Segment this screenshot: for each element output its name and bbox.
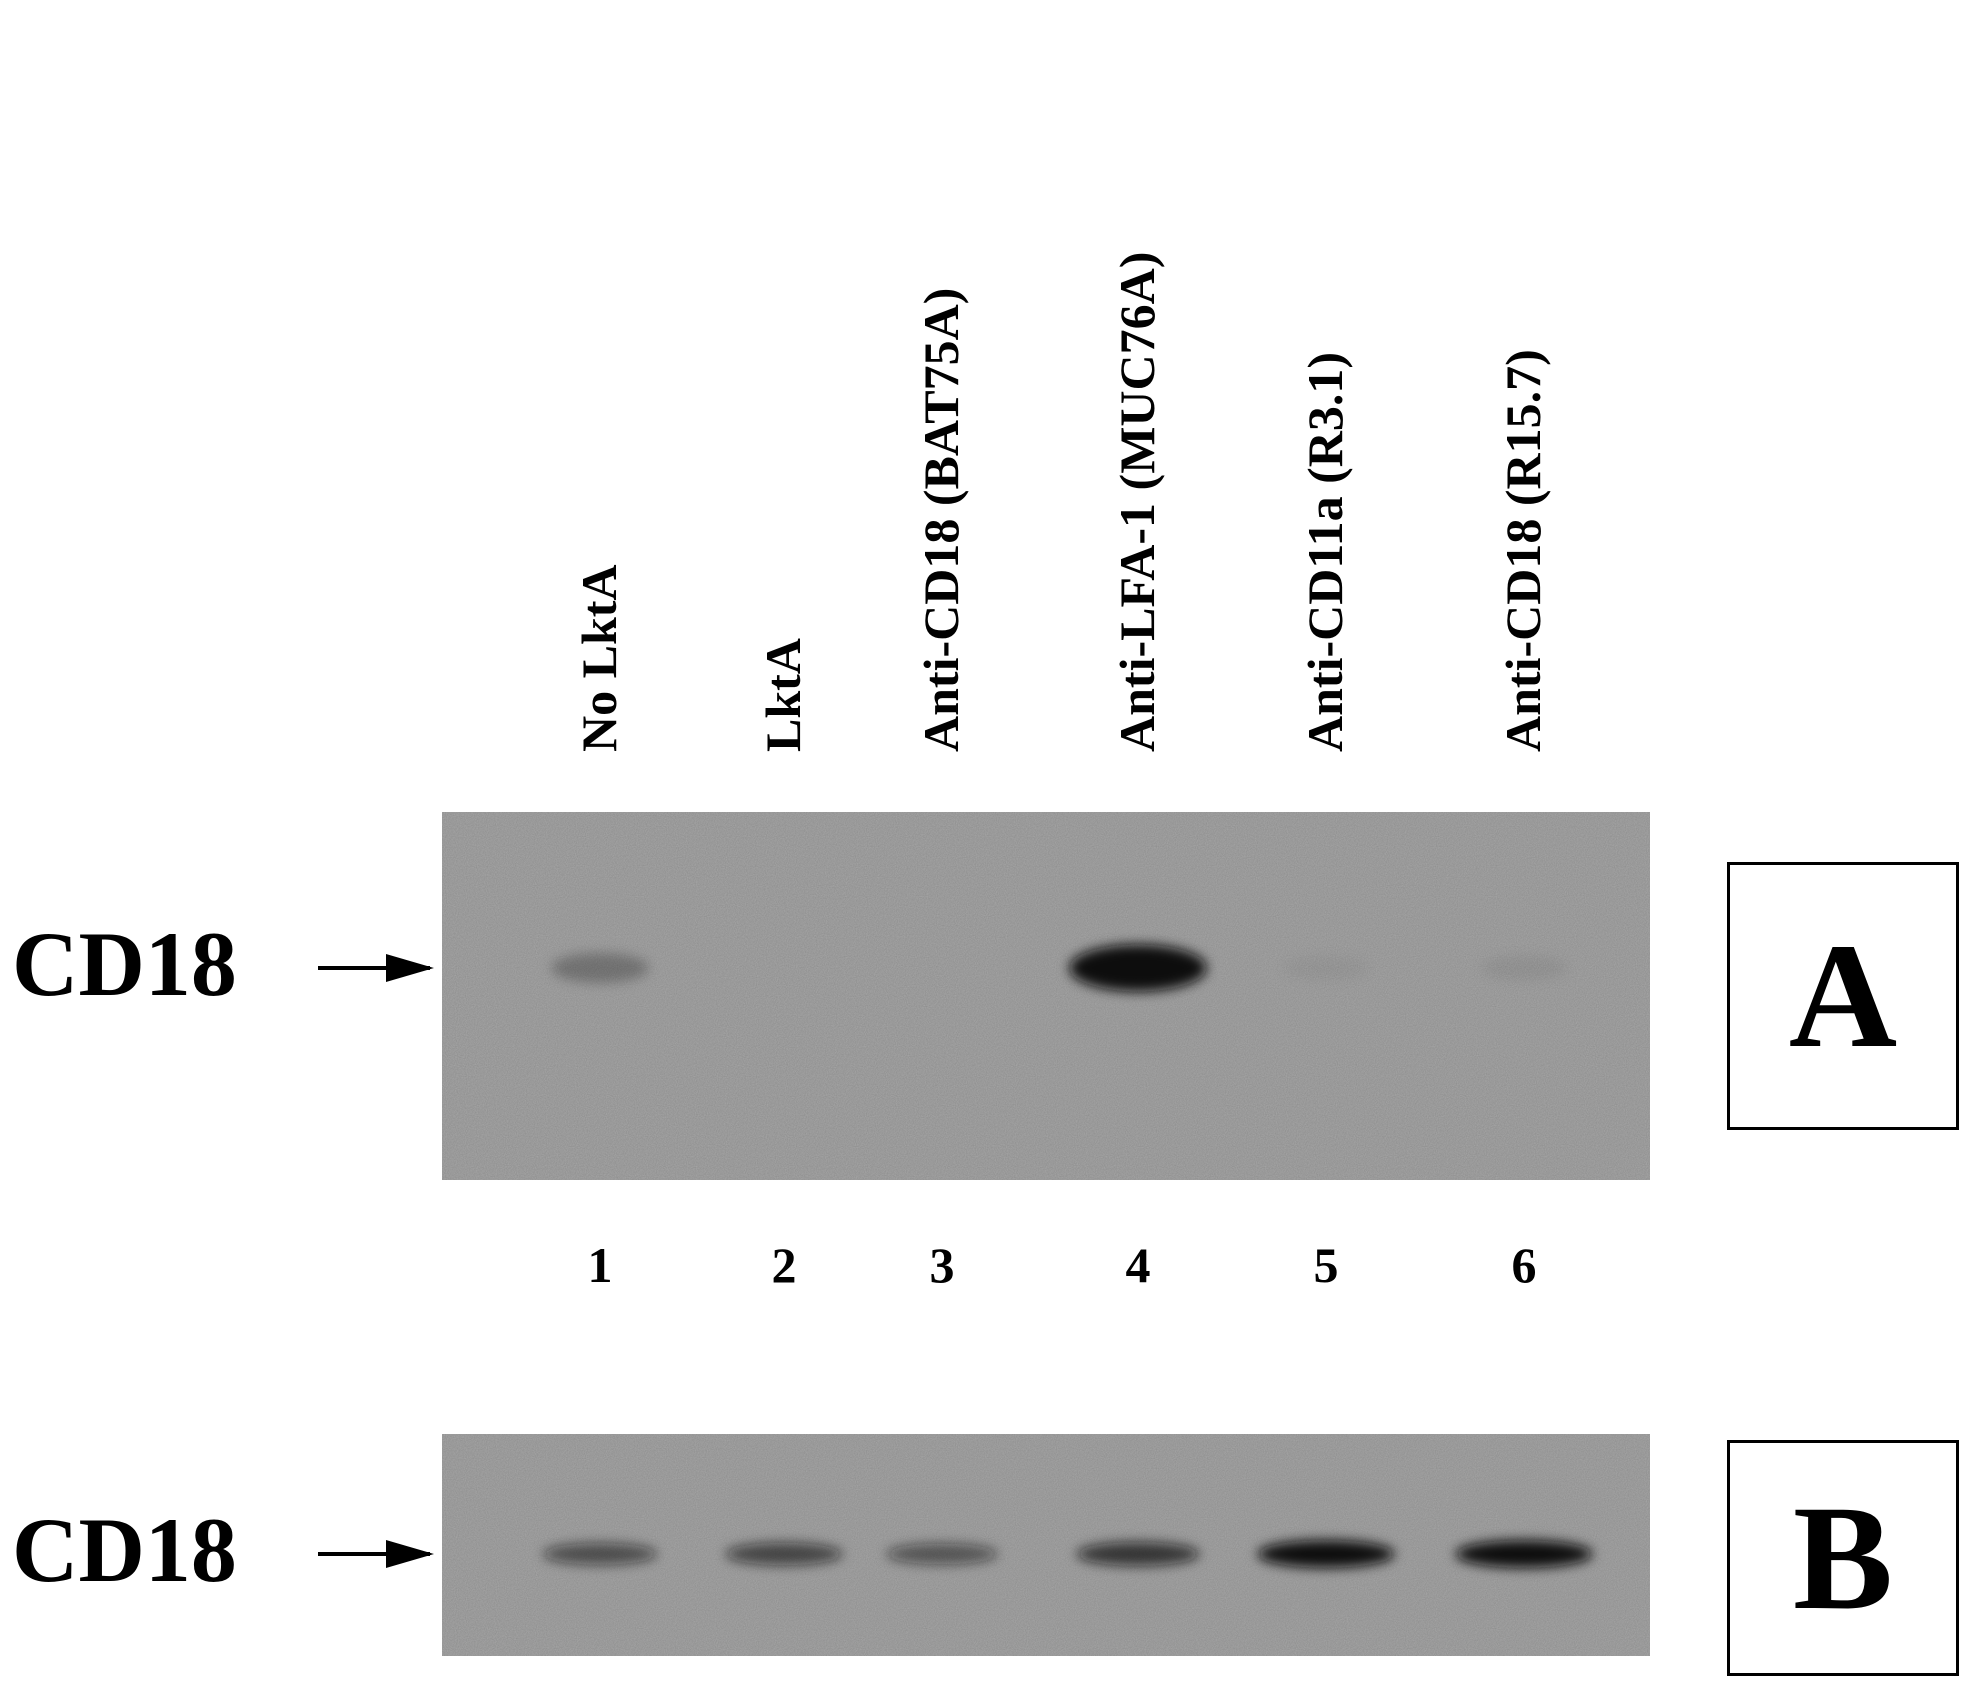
blot-b-band-lane-6 (1455, 1540, 1592, 1567)
blot-a-band-lane-1 (551, 953, 649, 983)
marker-label-b: CD18 (12, 1504, 237, 1596)
panel-letter-a: A (1730, 921, 1956, 1071)
lane-number-1: 1 (588, 1240, 613, 1290)
arrow-a-icon (318, 966, 430, 970)
blot-b-band-lane-4 (1076, 1542, 1199, 1566)
panel-box-a: A (1727, 862, 1959, 1130)
lane-number-6: 6 (1512, 1240, 1537, 1290)
blot-b-band-lane-5 (1257, 1540, 1394, 1567)
blot-b-band-lane-2 (725, 1543, 843, 1565)
lane-label-6: Anti-CD18 (R15.7) (1498, 349, 1548, 752)
lane-label-5: Anti-CD11a (R3.1) (1300, 352, 1350, 752)
lane-number-4: 4 (1126, 1240, 1151, 1290)
blot-b-band-lane-3 (886, 1544, 998, 1565)
lane-label-3: Anti-CD18 (BAT75A) (916, 288, 966, 752)
blot-a-band-lane-4 (1069, 945, 1206, 992)
lane-label-2: LktA (758, 638, 808, 752)
lane-number-3: 3 (930, 1240, 955, 1290)
lane-number-2: 2 (772, 1240, 797, 1290)
lane-label-1: No LktA (574, 564, 624, 752)
lane-label-4: Anti-LFA-1 (MUC76A) (1112, 252, 1162, 752)
blot-panel-a (442, 812, 1650, 1180)
blot-a-band-lane-5 (1283, 956, 1369, 981)
blot-panel-b (442, 1434, 1650, 1656)
blot-b-band-lane-1 (543, 1543, 658, 1565)
arrow-b-icon (318, 1552, 430, 1556)
panel-box-b: B (1727, 1440, 1959, 1676)
blot-a-band-lane-6 (1480, 955, 1567, 980)
blot-a-grain (442, 812, 1650, 1180)
panel-letter-b: B (1730, 1483, 1956, 1633)
lane-number-5: 5 (1314, 1240, 1339, 1290)
marker-label-a: CD18 (12, 918, 237, 1010)
